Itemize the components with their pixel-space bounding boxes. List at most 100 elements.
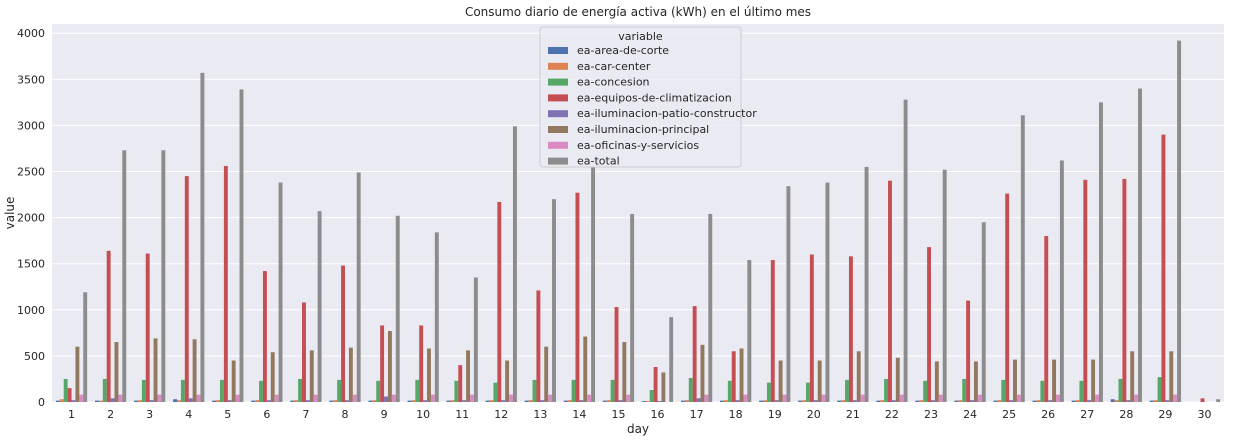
bar-ea-total-day-12 <box>512 126 517 402</box>
bar-ea-oficinas-y-servicios-day-20 <box>821 394 826 402</box>
bar-ea-concesion-day-4 <box>180 379 185 402</box>
bar-ea-area-de-corte-day-25 <box>993 400 998 402</box>
bar-ea-area-de-corte-day-21 <box>837 400 842 402</box>
bar-ea-oficinas-y-servicios-day-22 <box>899 394 904 402</box>
bar-ea-equipos-de-climatizacion-day-8 <box>341 265 345 402</box>
bar-ea-equipos-de-climatizacion-day-30 <box>1200 398 1205 402</box>
x-tick-label: 18 <box>729 408 743 421</box>
y-tick-label: 4000 <box>17 27 45 40</box>
bar-ea-area-de-corte-day-17 <box>680 400 685 402</box>
bar-ea-total-day-20 <box>825 182 830 402</box>
bar-ea-car-center-day-1 <box>59 399 64 402</box>
x-tick-label: 23 <box>924 408 938 421</box>
bar-ea-area-de-corte-day-3 <box>134 400 138 402</box>
bar-ea-equipos-de-climatizacion-day-24 <box>966 300 971 402</box>
bar-ea-equipos-de-climatizacion-day-1 <box>67 388 72 402</box>
x-tick-label: 14 <box>572 408 586 421</box>
bar-ea-concesion-day-24 <box>962 378 967 402</box>
bar-ea-total-day-21 <box>864 166 869 402</box>
bar-ea-car-center-day-5 <box>216 400 220 402</box>
legend-swatch <box>548 157 568 165</box>
x-tick-labels: 1 2 3 4 5 6 7 8 9 10 11 12 13 14 15 16 17 18 19 20 21 22 23 24 2… <box>68 408 1211 421</box>
bar-ea-concesion-day-21 <box>845 379 849 402</box>
bar-ea-oficinas-y-servicios-day-23 <box>938 394 943 402</box>
gridlines <box>52 32 1224 403</box>
bar-ea-iluminacion-patio-constructor-day-28 <box>1126 400 1131 402</box>
legend-swatch <box>548 78 568 86</box>
bar-ea-car-center-day-19 <box>763 400 767 402</box>
bar-ea-oficinas-y-servicios-day-5 <box>235 394 240 402</box>
bar-ea-equipos-de-climatizacion-day-26 <box>1044 236 1049 402</box>
bar-ea-iluminacion-principal-day-3 <box>153 338 158 402</box>
x-tick-label: 17 <box>690 408 704 421</box>
y-tick-label: 2000 <box>17 212 45 225</box>
y-tick-label: 1000 <box>17 304 45 317</box>
bar-ea-equipos-de-climatizacion-day-4 <box>184 176 189 402</box>
bar-ea-iluminacion-principal-day-8 <box>348 347 353 402</box>
bar-ea-area-de-corte-day-24 <box>954 400 959 402</box>
bar-ea-car-center-day-23 <box>919 400 924 402</box>
bar-ea-concesion-day-19 <box>766 382 771 402</box>
bar-ea-total-day-8 <box>356 172 361 402</box>
bar-ea-iluminacion-principal-day-25 <box>1013 359 1017 402</box>
bar-ea-iluminacion-patio-constructor-day-20 <box>813 400 818 402</box>
bar-ea-iluminacion-principal-day-16 <box>661 372 666 402</box>
bar-ea-iluminacion-patio-constructor-day-17 <box>696 398 701 402</box>
bar-ea-iluminacion-principal-day-12 <box>505 360 510 402</box>
bar-ea-concesion-day-20 <box>805 382 810 402</box>
x-tick-label: 11 <box>455 408 469 421</box>
bar-ea-area-de-corte-day-29 <box>1149 400 1154 402</box>
legend-title: variable <box>618 30 663 43</box>
x-tick-label: 25 <box>1002 408 1016 421</box>
y-tick-label: 500 <box>24 350 45 363</box>
bar-ea-iluminacion-principal-day-15 <box>622 342 627 402</box>
bar-ea-iluminacion-principal-day-29 <box>1169 351 1174 402</box>
bar-ea-oficinas-y-servicios-day-17 <box>704 394 709 402</box>
bar-ea-iluminacion-principal-day-1 <box>75 346 80 402</box>
bar-ea-iluminacion-principal-day-21 <box>856 351 861 402</box>
bar-ea-iluminacion-patio-constructor-day-12 <box>501 400 506 402</box>
bar-ea-iluminacion-patio-constructor-day-21 <box>852 400 857 402</box>
bar-ea-iluminacion-patio-constructor-day-5 <box>227 400 232 402</box>
bar-ea-total-day-17 <box>708 213 713 402</box>
bar-ea-total-day-1 <box>83 292 88 402</box>
bar-ea-total-day-6 <box>278 182 283 402</box>
bar-ea-area-de-corte-day-12 <box>485 400 490 402</box>
bar-ea-oficinas-y-servicios-day-24 <box>977 394 982 402</box>
bar-ea-iluminacion-principal-day-14 <box>583 336 588 402</box>
bar-ea-iluminacion-principal-day-27 <box>1091 359 1096 402</box>
bar-ea-concesion-day-27 <box>1079 380 1084 402</box>
bar-ea-car-center-day-17 <box>684 400 689 402</box>
bar-ea-equipos-de-climatizacion-day-15 <box>614 307 619 402</box>
bar-ea-oficinas-y-servicios-day-25 <box>1016 394 1021 402</box>
bar-ea-concesion-day-1 <box>63 378 68 402</box>
bar-ea-iluminacion-principal-day-23 <box>934 361 939 402</box>
bar-ea-car-center-day-7 <box>294 400 299 402</box>
x-tick-label: 5 <box>224 408 231 421</box>
bar-ea-equipos-de-climatizacion-day-22 <box>888 180 892 402</box>
bar-ea-iluminacion-patio-constructor-day-13 <box>540 400 545 402</box>
bar-ea-area-de-corte-day-15 <box>602 400 607 402</box>
bar-ea-total-day-9 <box>395 215 400 402</box>
bar-ea-iluminacion-patio-constructor-day-22 <box>891 400 896 402</box>
bar-ea-car-center-day-8 <box>333 400 338 402</box>
bar-ea-car-center-day-13 <box>528 400 533 402</box>
bar-ea-iluminacion-patio-constructor-day-19 <box>774 400 779 402</box>
bar-ea-total-day-26 <box>1059 160 1064 402</box>
bar-ea-concesion-day-14 <box>571 379 576 402</box>
bar-ea-car-center-day-28 <box>1114 400 1119 402</box>
bar-ea-oficinas-y-servicios-day-29 <box>1173 394 1178 402</box>
bar-ea-equipos-de-climatizacion-day-12 <box>497 201 502 402</box>
bar-ea-concesion-day-3 <box>141 379 146 402</box>
bar-ea-area-de-corte-day-14 <box>563 400 568 402</box>
bar-ea-equipos-de-climatizacion-day-11 <box>458 365 463 402</box>
legend: variable ea-area-de-corte ea-car-center ea… <box>539 26 757 168</box>
bar-ea-area-de-corte-day-6 <box>251 400 256 402</box>
x-tick-label: 1 <box>68 408 75 421</box>
bar-ea-car-center-day-27 <box>1075 400 1080 402</box>
bar-ea-oficinas-y-servicios-day-1 <box>79 394 84 402</box>
bar-ea-total-day-30 <box>1216 399 1221 402</box>
bar-ea-car-center-day-2 <box>98 400 103 402</box>
x-tick-label: 21 <box>846 408 860 421</box>
